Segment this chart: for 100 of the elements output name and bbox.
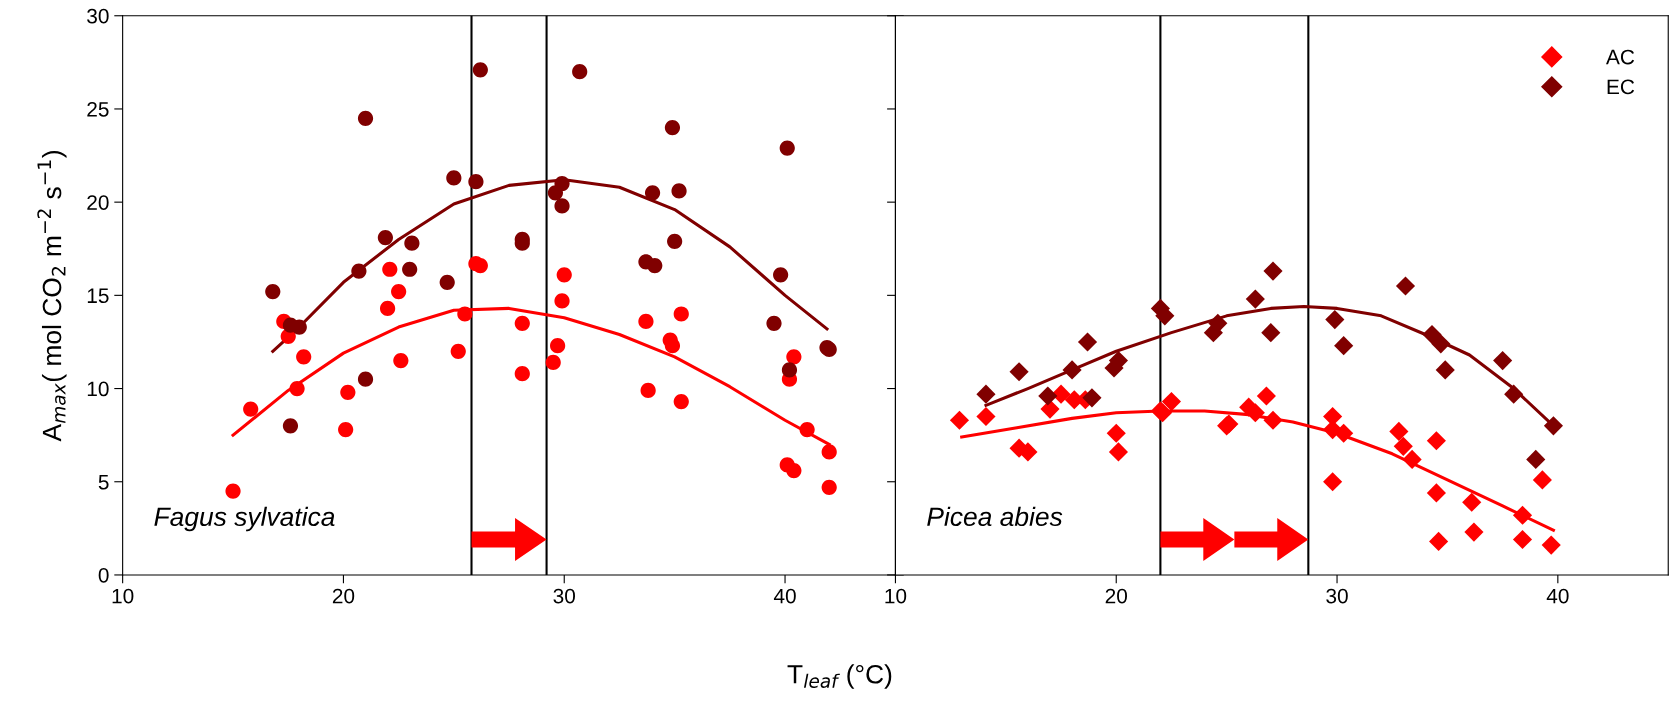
point [640,382,656,399]
point [664,119,681,136]
point [1256,386,1276,406]
point [1334,336,1354,356]
legend-label: EC [1607,79,1635,95]
point [638,313,654,330]
point [357,371,374,387]
point [1325,310,1345,330]
x-tick-label: 30 [1326,588,1348,604]
point [1334,423,1354,443]
point [1493,351,1513,371]
point [1263,410,1283,430]
point [265,284,281,300]
point [786,349,802,365]
point [282,418,299,434]
point [556,267,572,283]
point [644,185,661,201]
x-axis-title: T$_{leaf}$ (°C) [787,664,892,689]
point [779,140,795,156]
point [773,267,789,283]
point [664,338,681,354]
point [1402,449,1422,469]
point [554,293,570,309]
point [338,421,354,438]
point [1323,472,1343,492]
point [1532,470,1552,490]
point [781,362,798,378]
point [1155,306,1175,326]
x-tick-label: 10 [885,588,907,604]
point [786,462,802,479]
point [671,183,687,199]
y-tick-label: 15 [87,288,109,304]
point [450,343,466,359]
point [351,263,367,279]
y-tick-label: 5 [98,474,109,490]
text: A$_{max}$( mol CO$_{2}$ m$^{−2}$ s$^{−1}$) [37,151,67,442]
point [243,401,259,417]
point [1393,436,1413,456]
point [472,62,488,78]
point [554,198,570,214]
point [673,393,689,410]
y-tick-label: 25 [87,101,109,117]
point [446,170,462,186]
point [673,306,689,322]
point [1009,362,1029,382]
point [1541,535,1561,555]
x-tick-label: 40 [773,588,796,604]
point [1389,421,1409,441]
y-tick-label: 20 [87,195,109,210]
x-tick-label: 10 [112,588,134,604]
point [799,421,815,438]
point [468,174,484,190]
point [404,235,420,251]
point [1263,261,1283,281]
x-tick-label: 40 [1546,588,1569,604]
point [340,384,356,400]
point [572,64,588,80]
point [821,479,837,495]
point [976,384,996,404]
point [457,306,473,322]
point [1426,483,1446,503]
point [1161,392,1182,412]
point [1261,323,1281,343]
point [1038,386,1058,406]
point [1426,431,1446,451]
y-tick-label: 10 [87,381,109,397]
point [291,319,307,335]
point [1106,423,1126,443]
point [1431,334,1451,354]
point [296,349,312,365]
point [1464,522,1484,542]
point [1462,492,1482,512]
point [439,274,455,290]
point [357,110,374,126]
point [1512,529,1533,550]
line-series [271,178,829,353]
point [1395,276,1416,296]
point [225,483,241,499]
point [1108,442,1129,462]
point [821,444,837,460]
y-tick-label: 0 [98,567,109,583]
point [1435,360,1455,380]
x-tick-label: 20 [332,588,355,604]
point [379,300,396,316]
point [554,175,570,192]
point [545,354,561,371]
point [1429,531,1449,551]
point [1526,449,1546,469]
annotation: Fagus sylvatica [154,506,335,532]
point [402,261,418,277]
x-tick-label: 30 [553,588,576,604]
point [1543,416,1563,436]
point [949,410,970,430]
legend-label: AC [1606,49,1635,65]
point [514,366,530,382]
point [514,315,530,331]
point [647,257,663,274]
point [1422,324,1442,345]
point [391,284,407,300]
point [1082,388,1102,408]
